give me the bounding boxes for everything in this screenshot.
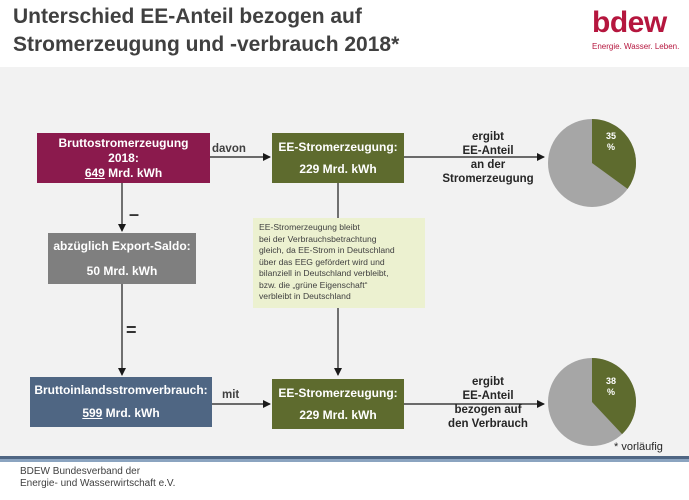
bruttostromerzeugung-box: Bruttostromerzeugung 2018: 649 Mrd. kWh bbox=[37, 133, 210, 183]
export-value: 50 Mrd. kWh bbox=[86, 263, 158, 278]
result-bottom-line-3: bezogen auf bbox=[454, 404, 522, 416]
bruttostrom-value-line: 649 Mrd. kWh bbox=[85, 166, 162, 181]
footer-line-2: Energie- und Wasserwirtschaft e.V. bbox=[20, 478, 176, 489]
result-bottom-line-4: den Verbrauch bbox=[448, 418, 528, 430]
label-davon: davon bbox=[212, 143, 246, 155]
ee-stromerzeugung-top-box: EE-Stromerzeugung: 229 Mrd. kWh bbox=[272, 133, 404, 183]
note-line-1: EE-Stromerzeugung bleibt bbox=[259, 222, 360, 232]
note-line-6: bzw. die „grüne Eigenschaft“ bbox=[259, 279, 368, 290]
footer-divider bbox=[0, 456, 689, 462]
bdew-logo: bdew Energie. Wasser. Leben. bbox=[570, 6, 680, 56]
pie-bottom-unit: % bbox=[606, 387, 615, 397]
export-label: abzüglich Export-Saldo: bbox=[53, 238, 191, 253]
pie-top-unit: % bbox=[606, 142, 615, 152]
bruttoinlandsstromverbrauch-box: Bruttoinlandsstromverbrauch: 599 Mrd. kW… bbox=[30, 377, 212, 427]
bruttostrom-value: 649 bbox=[84, 165, 105, 180]
pie-top-share bbox=[592, 119, 637, 189]
label-mit: mit bbox=[222, 389, 240, 401]
note-line-7: verbleibt in Deutschland bbox=[259, 291, 351, 301]
inland-label: Bruttoinlandsstromverbrauch: bbox=[34, 383, 208, 397]
header: Unterschied EE-Anteil bezogen auf Strome… bbox=[0, 0, 689, 67]
note-line-4: über das EEG gefördert wird und bbox=[259, 256, 385, 267]
bruttostrom-year: 2018: bbox=[108, 150, 139, 165]
ee-top-label: EE-Stromerzeugung: bbox=[278, 139, 398, 154]
ee-top-value: 229 Mrd. kWh bbox=[299, 161, 377, 176]
result-bottom-text: ergibt EE-Anteil bezogen auf den Verbrau… bbox=[433, 375, 543, 431]
result-top-line-2: EE-Anteil bbox=[462, 145, 514, 157]
note-line-5: bilanziell in Deutschland verbleibt, bbox=[259, 268, 389, 278]
logo-tagline: Energie. Wasser. Leben. bbox=[592, 42, 680, 51]
result-bottom-line-1: ergibt bbox=[472, 376, 504, 388]
bruttostrom-unit: Mrd. kWh bbox=[104, 165, 163, 180]
footer-organisation: BDEW Bundesverband der Energie- und Wass… bbox=[20, 466, 175, 490]
bruttostrom-label: Bruttostromerzeugung bbox=[58, 135, 189, 150]
ee-bottom-value: 229 Mrd. kWh bbox=[299, 407, 377, 422]
page-title: Unterschied EE-Anteil bezogen auf Strome… bbox=[13, 3, 533, 59]
result-bottom-line-2: EE-Anteil bbox=[462, 390, 514, 402]
logo-wordmark: bdew bbox=[592, 6, 667, 39]
pie-bottom-value: 38 bbox=[605, 376, 616, 386]
pie-bottom-share bbox=[592, 358, 636, 435]
title-line-2: Stromerzeugung und -verbrauch 2018* bbox=[13, 33, 400, 56]
result-top-text: ergibt EE-Anteil an der Stromerzeugung bbox=[433, 130, 543, 186]
result-top-line-3: an der bbox=[470, 159, 506, 171]
inland-value: 599 bbox=[82, 406, 103, 420]
minus-sign: – bbox=[129, 204, 140, 224]
footnote: * vorläufig bbox=[614, 441, 663, 453]
inland-unit: Mrd. kWh bbox=[102, 406, 160, 420]
explanation-note: EE-Stromerzeugung bleibt bei der Verbrau… bbox=[253, 218, 425, 308]
note-line-3: gleich, da EE-Strom in Deutschland bbox=[259, 245, 395, 255]
pie-bottom-percent: 38 % bbox=[594, 376, 628, 398]
pie-top-percent: 35 % bbox=[594, 131, 628, 153]
ee-bottom-label: EE-Stromerzeugung: bbox=[278, 385, 398, 400]
result-top-line-1: ergibt bbox=[472, 131, 504, 143]
note-line-2: bei der Verbrauchsbetrachtung bbox=[259, 233, 377, 244]
ee-stromerzeugung-bottom-box: EE-Stromerzeugung: 229 Mrd. kWh bbox=[272, 379, 404, 429]
pie-top-value: 35 bbox=[605, 131, 616, 141]
result-top-line-4: Stromerzeugung bbox=[442, 173, 534, 185]
export-saldo-box: abzüglich Export-Saldo: 50 Mrd. kWh bbox=[48, 233, 196, 284]
title-line-1: Unterschied EE-Anteil bezogen auf bbox=[13, 5, 362, 28]
inland-value-line: 599 Mrd. kWh bbox=[82, 406, 159, 421]
equals-sign: = bbox=[126, 320, 137, 340]
footer-line-1: BDEW Bundesverband der bbox=[20, 466, 141, 477]
